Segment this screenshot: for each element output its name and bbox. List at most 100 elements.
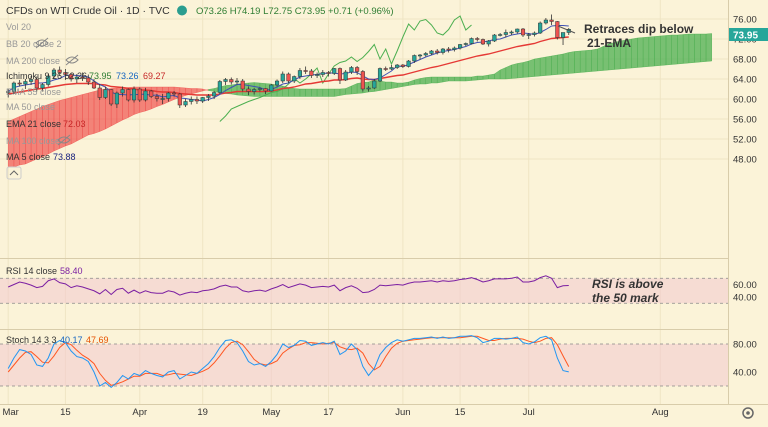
candle[interactable] xyxy=(126,88,131,102)
settings-gear-icon[interactable] xyxy=(742,407,754,419)
candle[interactable] xyxy=(435,49,440,55)
candle[interactable] xyxy=(355,66,360,75)
candle[interactable] xyxy=(109,89,114,106)
legend-ma5[interactable]: MA 5 close xyxy=(6,152,50,162)
candle[interactable] xyxy=(412,54,417,64)
legend-rsi[interactable]: RSI 14 close xyxy=(6,266,57,276)
legend-ma100[interactable]: MA 100 close xyxy=(6,136,60,146)
candle[interactable] xyxy=(366,86,371,92)
candle[interactable] xyxy=(458,44,463,50)
candle[interactable] xyxy=(315,72,320,79)
candle[interactable] xyxy=(332,68,337,75)
candle[interactable] xyxy=(240,79,245,92)
candle[interactable] xyxy=(520,28,526,37)
legend-ema55[interactable]: EMA 55 close xyxy=(6,87,61,97)
candle[interactable] xyxy=(349,66,354,74)
candle[interactable] xyxy=(320,70,325,77)
market-status-dot-icon[interactable] xyxy=(177,5,187,16)
candle[interactable] xyxy=(263,88,268,94)
candle[interactable] xyxy=(206,94,211,101)
candle[interactable] xyxy=(114,91,119,109)
candle[interactable] xyxy=(440,48,445,55)
candle[interactable] xyxy=(229,77,234,85)
candle[interactable] xyxy=(492,34,497,42)
candle[interactable] xyxy=(463,42,468,47)
candle[interactable] xyxy=(86,74,91,86)
candle[interactable] xyxy=(17,80,22,87)
legend-bb[interactable]: BB 20 close 2 xyxy=(6,39,62,49)
candle[interactable] xyxy=(377,67,383,83)
candle[interactable] xyxy=(423,52,428,57)
candle[interactable] xyxy=(103,86,108,100)
candle[interactable] xyxy=(29,76,34,85)
candle[interactable] xyxy=(131,86,137,103)
candle[interactable] xyxy=(337,67,343,85)
candle[interactable] xyxy=(57,66,62,77)
candle[interactable] xyxy=(269,84,274,92)
candle[interactable] xyxy=(360,70,365,92)
legend-ma50[interactable]: MA 50 close xyxy=(6,102,55,112)
candle[interactable] xyxy=(343,70,348,81)
candle[interactable] xyxy=(257,87,262,92)
candle[interactable] xyxy=(234,78,240,85)
candle[interactable] xyxy=(560,32,566,46)
candle[interactable] xyxy=(417,54,423,60)
candle[interactable] xyxy=(252,88,257,95)
candle[interactable] xyxy=(303,66,308,75)
candle[interactable] xyxy=(154,94,159,102)
candle[interactable] xyxy=(475,37,480,42)
candle[interactable] xyxy=(372,79,377,89)
candle[interactable] xyxy=(74,74,79,83)
main-legend[interactable]: Vol 20 BB 20 close 2 MA 200 close Ichimo… xyxy=(6,22,166,180)
candle[interactable] xyxy=(452,46,457,52)
candle[interactable] xyxy=(212,91,217,99)
candles[interactable] xyxy=(6,14,571,109)
candle[interactable] xyxy=(97,84,102,100)
legend-ma200[interactable]: MA 200 close xyxy=(6,56,60,66)
candle[interactable] xyxy=(274,79,280,87)
candle[interactable] xyxy=(498,33,503,37)
candle[interactable] xyxy=(11,81,16,95)
candle[interactable] xyxy=(549,14,554,26)
candle[interactable] xyxy=(23,79,28,89)
candle[interactable] xyxy=(6,89,11,98)
candle[interactable] xyxy=(51,68,57,79)
candle[interactable] xyxy=(40,83,45,92)
candle[interactable] xyxy=(446,47,451,53)
legend-ema21[interactable]: EMA 21 close xyxy=(6,119,61,129)
candle[interactable] xyxy=(309,69,314,78)
candle[interactable] xyxy=(143,88,148,102)
candle[interactable] xyxy=(217,80,222,94)
candle[interactable] xyxy=(177,93,182,108)
candle[interactable] xyxy=(172,91,177,97)
candle[interactable] xyxy=(486,40,491,47)
candle[interactable] xyxy=(400,64,405,68)
candle[interactable] xyxy=(395,64,400,69)
chart-title[interactable]: CFDs on WTI Crude Oil · 1D · TVC xyxy=(6,5,170,17)
candle[interactable] xyxy=(223,78,228,85)
candle[interactable] xyxy=(532,31,537,37)
candle[interactable] xyxy=(469,37,474,45)
candle[interactable] xyxy=(200,97,205,103)
candle[interactable] xyxy=(383,66,388,72)
candle[interactable] xyxy=(538,21,543,35)
hidden-indicator-eye-icon[interactable] xyxy=(35,37,79,146)
candle[interactable] xyxy=(526,33,531,39)
candle[interactable] xyxy=(120,86,125,97)
candle[interactable] xyxy=(297,68,302,79)
legend-stoch[interactable]: Stoch 14 3 3 xyxy=(6,335,57,345)
legend-ichimoku[interactable]: Ichimoku 9 26 52 26 xyxy=(6,71,87,81)
candle[interactable] xyxy=(149,90,154,98)
candle[interactable] xyxy=(46,74,51,87)
collapse-legend-chevron-icon[interactable] xyxy=(6,166,22,180)
candle[interactable] xyxy=(91,79,97,89)
candle[interactable] xyxy=(503,29,508,38)
candle[interactable] xyxy=(280,71,285,84)
candle[interactable] xyxy=(286,72,291,84)
candle[interactable] xyxy=(189,96,194,105)
candle[interactable] xyxy=(429,50,434,55)
candle[interactable] xyxy=(326,71,331,77)
candle[interactable] xyxy=(406,60,411,68)
candle[interactable] xyxy=(69,73,74,82)
